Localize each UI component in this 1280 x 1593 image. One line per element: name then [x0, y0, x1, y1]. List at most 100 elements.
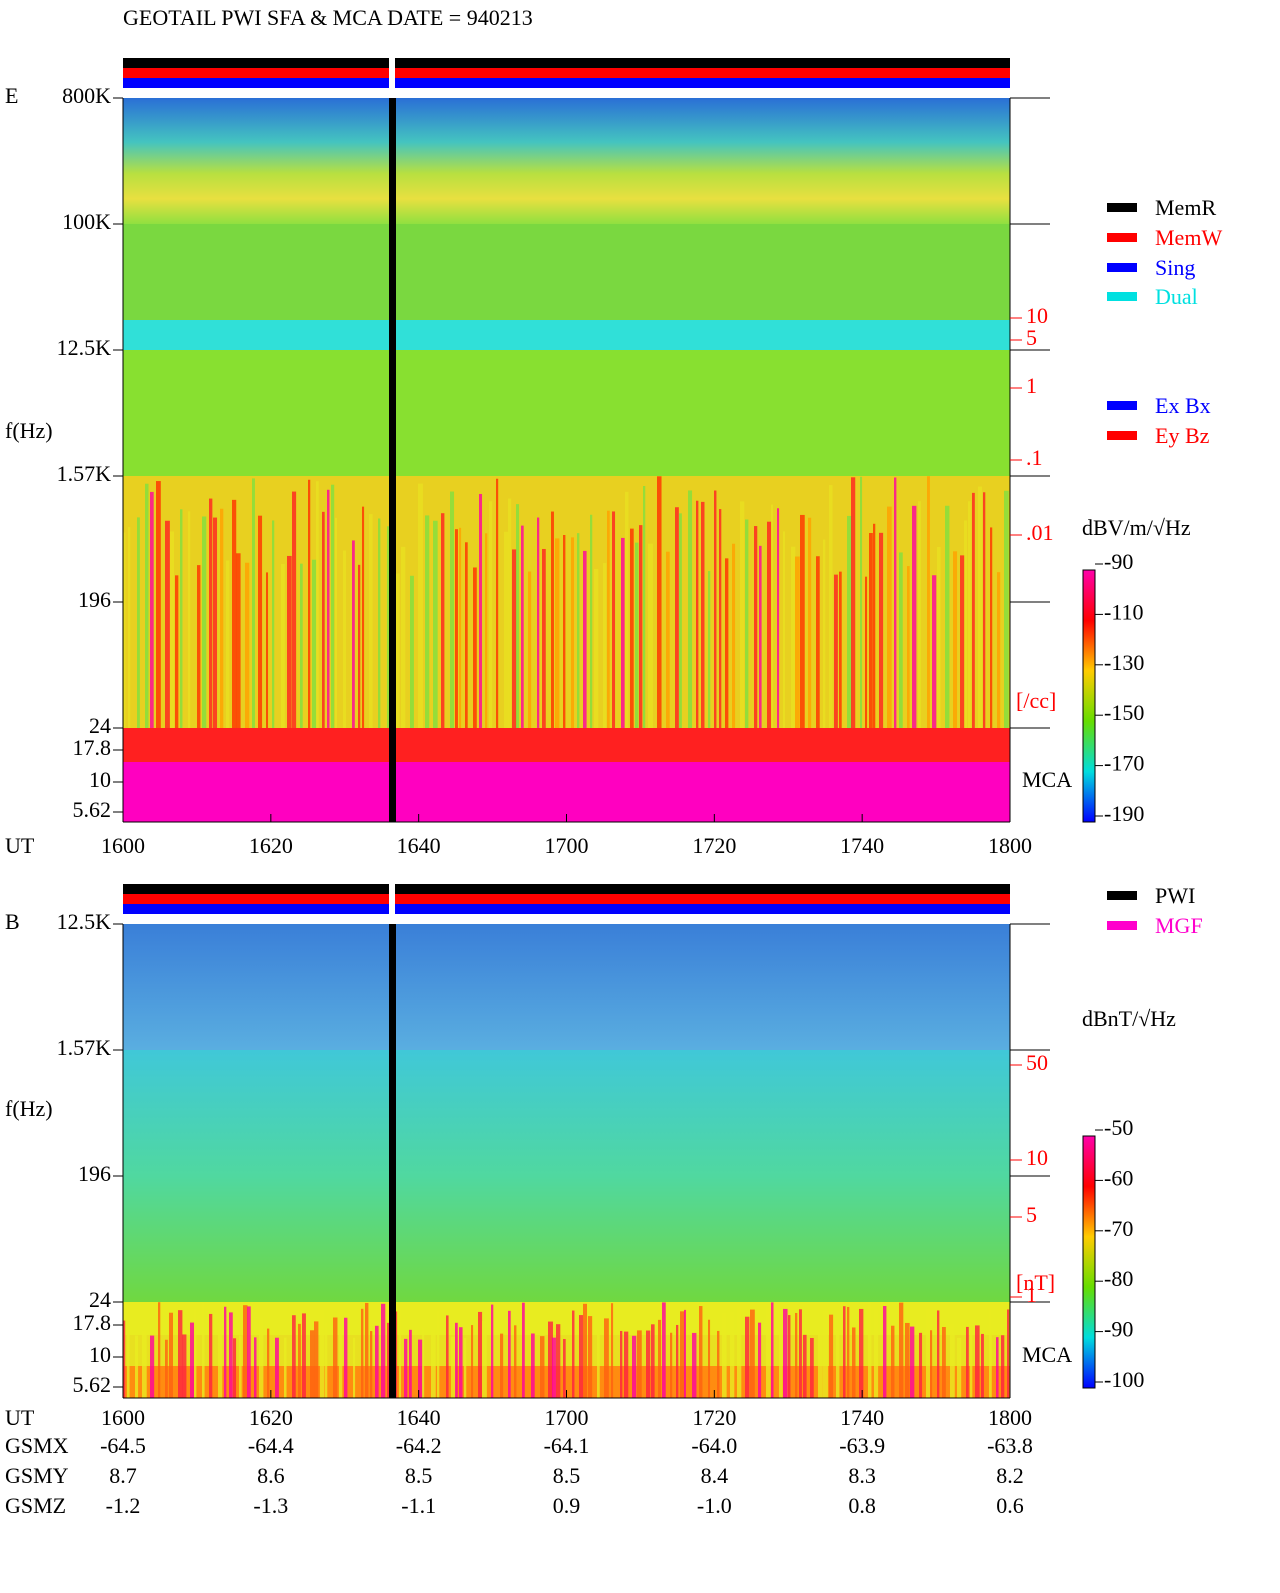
y-tick-label: 100K: [62, 209, 111, 234]
spectrogram-stripe: [883, 1305, 887, 1398]
spectrogram-stripe: [165, 1339, 168, 1398]
spectrogram-stripe: [455, 529, 458, 728]
orbit-name: GSMY: [5, 1463, 69, 1488]
spectrogram-stripe: [692, 1332, 697, 1398]
spectrogram-stripe: [236, 553, 241, 728]
y-tick-label: 24: [89, 713, 111, 738]
right-tick-label: .1: [1026, 445, 1043, 470]
spectrogram-stripe: [632, 1335, 637, 1398]
spectrogram-stripe: [960, 555, 965, 728]
spectrogram-stripe: [267, 1328, 270, 1398]
spectrogram-stripe: [478, 1311, 483, 1398]
spectrogram-stripe: [972, 492, 975, 728]
spectrogram-stripe: [459, 527, 462, 728]
orbit-value: -64.1: [544, 1433, 590, 1458]
spectrogram-stripe: [308, 479, 311, 728]
spectrogram-stripe: [178, 1310, 183, 1398]
x-tick-label: 1640: [397, 1405, 441, 1430]
spectrogram-stripe: [284, 1337, 287, 1398]
spectrogram-stripe: [989, 1307, 992, 1398]
y-tick-label: 24: [89, 1287, 111, 1312]
spectrogram-stripe: [926, 1308, 931, 1398]
spectrogram-stripe: [662, 1302, 666, 1398]
spectrogram-stripe: [894, 477, 897, 728]
spectrogram-stripe: [637, 1330, 642, 1398]
data-gap: [389, 924, 396, 1398]
spectrogram-stripe: [272, 520, 275, 728]
colorbar: [1082, 569, 1096, 823]
colorbar-tick-label: -190: [1104, 801, 1144, 826]
spectrogram-stripe: [779, 1329, 783, 1398]
status-gap: [389, 884, 395, 914]
spectrogram-stripe: [316, 481, 319, 728]
right-unit: [/cc]: [1016, 688, 1056, 713]
spectrogram-stripe: [202, 516, 207, 728]
spectrogram-stripe: [745, 519, 749, 728]
spectrogram-stripe: [795, 556, 800, 728]
spectrogram-stripe: [843, 1306, 846, 1398]
spectrogram-stripe: [579, 1315, 584, 1398]
spectrogram-stripe: [485, 533, 488, 728]
spectrogram-stripe: [563, 1338, 566, 1398]
spectrogram-stripe: [859, 1308, 864, 1398]
x-axis-label: UT: [5, 833, 35, 858]
x-tick-label: 1640: [397, 833, 441, 858]
spectrogram-stripe: [491, 1304, 494, 1398]
x-tick-label: 1740: [840, 833, 884, 858]
spectrogram-stripe: [482, 1320, 487, 1398]
y-tick-label: 196: [78, 1161, 111, 1186]
spectrogram-stripe: [829, 1314, 834, 1398]
spectrogram-stripe: [556, 1324, 561, 1398]
spectrogram-stripe: [874, 1309, 879, 1398]
spectrogram-stripe: [446, 1315, 449, 1398]
right-tick-label: 1: [1026, 373, 1037, 398]
spectrogram-stripe: [722, 1312, 727, 1398]
spectrogram-stripe: [891, 1325, 895, 1398]
spectrogram-stripe: [783, 531, 786, 728]
spectrogram-stripe: [666, 551, 670, 728]
colorbar-title: dBV/m/√Hz: [1082, 515, 1191, 540]
status-bar: [123, 904, 1010, 914]
spectrogram-stripe: [542, 548, 546, 728]
orbit-name: GSMZ: [5, 1493, 66, 1518]
spectrogram-stripe: [418, 1339, 423, 1398]
spectrogram-stripe: [362, 506, 365, 728]
y-tick-label: 5.62: [73, 1372, 112, 1397]
right-unit: [nT]: [1016, 1270, 1055, 1295]
spectrogram-stripe: [333, 1317, 338, 1398]
colorbar-tick-label: -90: [1104, 549, 1133, 574]
spectrogram-stripe: [335, 517, 338, 728]
spectrogram-stripe: [310, 1330, 315, 1398]
spectrogram-stripe: [803, 1334, 807, 1398]
orbit-value: 8.4: [701, 1463, 729, 1488]
spectrogram-stripe: [750, 1309, 755, 1398]
spectrogram-stripe: [218, 1321, 223, 1398]
y-tick-label: 800K: [62, 83, 111, 108]
spectrogram-stripe: [158, 1302, 161, 1398]
spectrogram-stripe: [229, 1312, 233, 1398]
spectrogram-stripe: [465, 542, 468, 728]
spectrogram-stripe: [194, 1308, 197, 1398]
spectrogram-stripe: [551, 511, 554, 728]
spectrogram-stripe: [437, 1310, 440, 1398]
spectrogram-stripe: [156, 481, 161, 728]
spectrogram-stripe: [658, 1319, 662, 1398]
spectrogram-stripe: [701, 501, 705, 728]
spectrogram-stripe: [990, 527, 993, 728]
spectrogram-stripe: [675, 507, 679, 728]
spectrogram-stripe: [188, 511, 191, 728]
spectrogram-stripe: [298, 1323, 301, 1398]
right-tick-label: 5: [1026, 1202, 1037, 1227]
spectrogram-stripe: [791, 546, 796, 728]
x-tick-label: 1800: [988, 833, 1032, 858]
spectrogram-stripe: [302, 1313, 306, 1398]
spectrogram-stripe: [123, 532, 126, 728]
spectrogram-band: [123, 476, 1010, 728]
spectrogram-stripe: [401, 546, 406, 728]
spectrogram-stripe: [646, 1330, 651, 1398]
spectrogram-stripe: [818, 1333, 823, 1398]
spectrogram-stripe: [395, 573, 400, 728]
spectrogram-stripe: [281, 563, 285, 728]
x-tick-label: 1700: [545, 833, 589, 858]
spectrogram-stripe: [588, 1316, 593, 1398]
